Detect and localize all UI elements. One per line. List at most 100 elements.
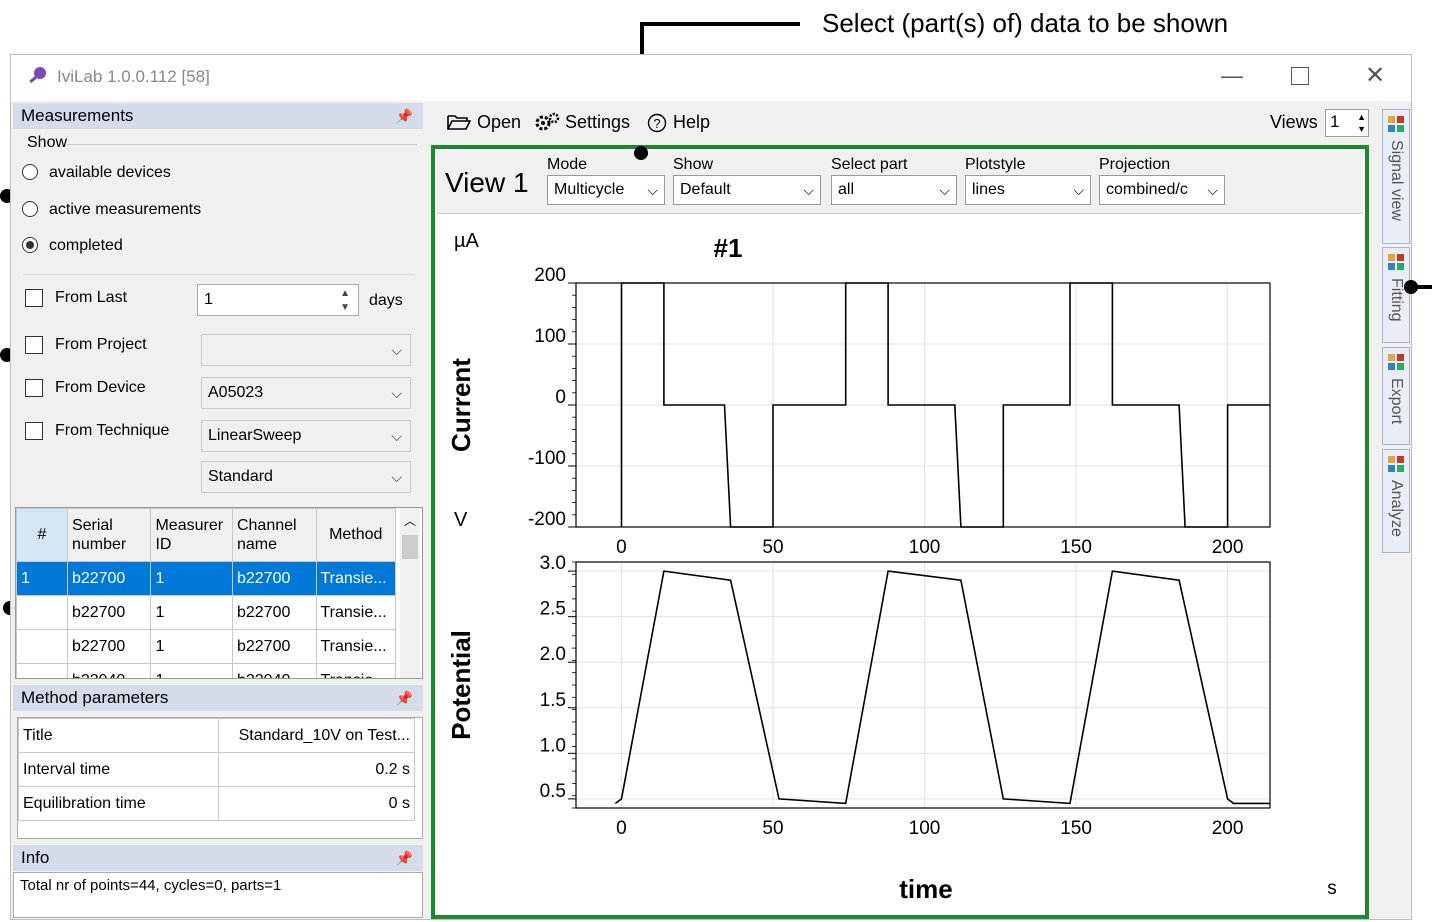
close-button[interactable]: ✕ xyxy=(1365,62,1386,89)
info-title: Info xyxy=(21,848,50,867)
col-header[interactable]: Serial number xyxy=(66,508,152,562)
y-tick-label: -200 xyxy=(528,509,566,530)
radio-available-devices[interactable] xyxy=(22,164,38,180)
mode-select[interactable]: Multicycle ⌵ xyxy=(547,175,665,205)
show-value: Default xyxy=(680,181,731,198)
maximize-button[interactable] xyxy=(1291,67,1309,85)
table-cell: 1 xyxy=(150,629,233,664)
from-technique-select[interactable]: LinearSweep ⌵ xyxy=(201,420,411,452)
table-cell: 1 xyxy=(150,595,233,630)
views-stepper[interactable]: 1 ▲ ▼ xyxy=(1325,109,1369,137)
measurements-title: Measurements xyxy=(21,106,134,125)
x-tick-label: 50 xyxy=(762,818,783,839)
table-row[interactable]: b22700 1 b22700 Transie... xyxy=(16,629,396,664)
table-cell: Transie... xyxy=(315,629,396,664)
col-header[interactable]: Channel name xyxy=(231,508,317,562)
tab-label: Export xyxy=(1388,378,1405,425)
table-row[interactable]: b22700 1 b22700 Transie... xyxy=(16,595,396,630)
y-axis-label: Potential xyxy=(446,630,476,740)
radio-label: available devices xyxy=(49,164,171,181)
annotation-dot xyxy=(634,146,648,160)
x-unit-label: s xyxy=(1327,878,1337,899)
measurements-table: # Serial number Measurer ID Channel name… xyxy=(15,507,423,679)
table-cell: 1 xyxy=(150,561,233,596)
plotstyle-value: lines xyxy=(972,181,1005,198)
col-header[interactable]: Measurer ID xyxy=(150,508,233,562)
pin-icon[interactable]: 📌 xyxy=(395,108,413,124)
param-row[interactable]: Interval time 0.2 s xyxy=(18,752,415,787)
x-tick-label: 0 xyxy=(616,537,627,558)
radio-active-measurements[interactable] xyxy=(22,201,38,217)
show-label: Show xyxy=(27,134,68,151)
from-project-checkbox[interactable] xyxy=(25,336,43,354)
param-name: Equilibration time xyxy=(18,786,219,821)
table-row[interactable]: b22940 1 b22940 Transie... xyxy=(16,663,396,678)
plotstyle-label: Plotstyle xyxy=(965,156,1026,173)
from-device-checkbox[interactable] xyxy=(25,379,43,397)
info-box: Total nr of points=44, cycles=0, parts=1 xyxy=(13,872,423,918)
table-cell: b22700 xyxy=(231,595,317,630)
table-scrollbar[interactable]: ︿ xyxy=(400,508,420,678)
views-label: Views xyxy=(1270,112,1318,132)
table-cell xyxy=(16,663,68,678)
divider xyxy=(23,274,415,275)
param-row[interactable]: Equilibration time 0 s xyxy=(18,786,415,821)
y-tick-label: -100 xyxy=(528,448,566,469)
x-tick-label: 0 xyxy=(616,818,627,839)
chevron-down-icon: ⌵ xyxy=(1073,182,1084,198)
col-header[interactable]: Method xyxy=(315,508,396,562)
y-unit-label: µA xyxy=(454,230,480,252)
table-cell xyxy=(16,595,68,630)
projection-select[interactable]: combined/c ⌵ xyxy=(1099,175,1225,205)
tab-export[interactable]: Export xyxy=(1382,347,1410,445)
y-tick-label: 1.5 xyxy=(540,690,566,711)
select-part-value: all xyxy=(838,181,855,198)
table-cell: b22700 xyxy=(66,561,152,596)
table-cell: b22700 xyxy=(66,629,152,664)
pin-icon[interactable]: 📌 xyxy=(395,850,413,866)
table-row[interactable]: 1 b22700 1 b22700 Transie... xyxy=(16,561,396,596)
minimize-button[interactable]: — xyxy=(1221,63,1243,88)
stepper-icon[interactable]: ▲ ▼ xyxy=(340,288,350,313)
open-button[interactable]: Open xyxy=(477,112,522,132)
from-last-input[interactable]: 1 ▲ ▼ xyxy=(197,284,359,316)
svg-text:?: ? xyxy=(653,116,660,131)
from-last-checkbox[interactable] xyxy=(25,289,43,307)
scroll-up-icon[interactable]: ︿ xyxy=(403,514,416,528)
series-line xyxy=(620,282,1270,528)
tab-analyze[interactable]: Analyze xyxy=(1382,449,1410,553)
folder-open-icon xyxy=(447,115,471,130)
param-row[interactable]: Title Standard_10V on Test... xyxy=(18,718,415,753)
show-select[interactable]: Default ⌵ xyxy=(673,175,821,205)
annotation-line-h xyxy=(640,22,800,26)
plotstyle-select[interactable]: lines ⌵ xyxy=(965,175,1091,205)
scroll-thumb[interactable] xyxy=(402,535,418,559)
tab-signal-view[interactable]: Signal view xyxy=(1382,109,1410,244)
param-value: 0.2 s xyxy=(218,752,415,787)
y-axis-label: Current xyxy=(446,358,476,452)
help-button[interactable]: Help xyxy=(673,112,711,132)
stepper-icon[interactable]: ▲ ▼ xyxy=(1357,112,1366,134)
select-part-select[interactable]: all ⌵ xyxy=(831,175,957,205)
pin-icon[interactable]: 📌 xyxy=(395,690,413,706)
table-cell: Transie... xyxy=(315,663,396,678)
settings-button[interactable]: Settings xyxy=(565,112,631,132)
y-unit-label: V xyxy=(454,509,468,531)
from-project-label: From Project xyxy=(55,336,147,353)
show-select-label: Show xyxy=(673,156,714,173)
technique-variant-select[interactable]: Standard ⌵ xyxy=(201,461,411,493)
param-value: Standard_10V on Test... xyxy=(218,718,415,753)
mode-label: Mode xyxy=(547,156,588,173)
series-line xyxy=(614,570,1270,805)
table-cell: Transie... xyxy=(315,595,396,630)
info-header: Info 📌 xyxy=(13,845,423,871)
from-technique-checkbox[interactable] xyxy=(25,422,43,440)
radio-completed[interactable] xyxy=(22,237,38,253)
table-cell: Transie... xyxy=(315,561,396,596)
from-device-select[interactable]: A05023 ⌵ xyxy=(201,377,411,409)
projection-value: combined/c xyxy=(1106,181,1188,198)
col-header[interactable]: # xyxy=(16,508,68,562)
from-project-select[interactable]: ⌵ xyxy=(201,334,411,366)
y-tick-label: 2.5 xyxy=(540,599,566,620)
tab-fitting[interactable]: Fitting xyxy=(1382,247,1410,343)
